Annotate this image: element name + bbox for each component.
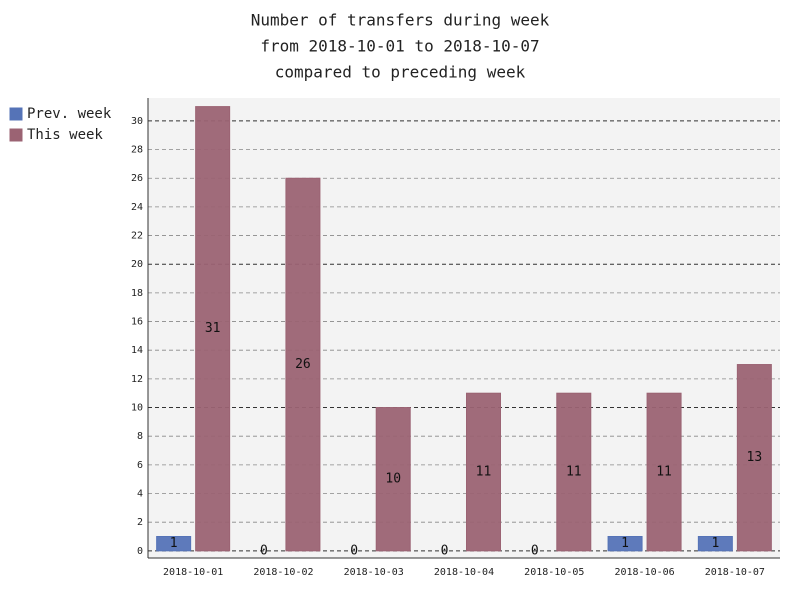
y-tick-label: 4 — [137, 489, 143, 500]
y-tick-label: 14 — [131, 345, 143, 356]
value-label: 10 — [385, 472, 401, 487]
y-tick-label: 18 — [131, 288, 143, 299]
x-tick-label: 2018-10-02 — [253, 567, 313, 578]
value-label: 11 — [656, 465, 672, 480]
value-label: 11 — [566, 465, 582, 480]
x-tick-label: 2018-10-07 — [705, 567, 765, 578]
bar — [556, 392, 592, 552]
bar — [375, 407, 411, 552]
y-tick-label: 0 — [137, 546, 143, 557]
value-label: 1 — [711, 536, 719, 551]
legend-swatch — [9, 128, 23, 142]
value-label: 1 — [621, 536, 629, 551]
bar — [466, 392, 501, 552]
y-tick-label: 28 — [131, 145, 143, 156]
value-label: 0 — [350, 543, 358, 558]
value-label: 0 — [531, 543, 539, 558]
value-label: 0 — [260, 543, 268, 558]
x-tick-label: 2018-10-05 — [524, 567, 584, 578]
y-tick-label: 26 — [131, 173, 143, 184]
bar — [156, 536, 192, 552]
x-tick-label: 2018-10-03 — [344, 567, 404, 578]
bar — [646, 392, 682, 552]
bar — [285, 177, 321, 552]
plot-background — [148, 98, 780, 558]
x-tick-label: 2018-10-06 — [614, 567, 674, 578]
y-tick-label: 30 — [131, 116, 143, 127]
x-tick-label: 2018-10-01 — [163, 567, 223, 578]
value-label: 31 — [205, 321, 221, 336]
y-tick-label: 16 — [131, 317, 143, 328]
x-tick-label: 2018-10-04 — [434, 567, 494, 578]
y-tick-label: 20 — [131, 259, 143, 270]
chart-title: Number of transfers during week — [251, 11, 550, 30]
legend-label: This week — [27, 127, 103, 143]
y-tick-label: 12 — [131, 374, 143, 385]
y-tick-label: 8 — [137, 431, 143, 442]
legend-label: Prev. week — [27, 106, 112, 122]
y-tick-label: 24 — [131, 202, 143, 213]
y-tick-label: 10 — [131, 403, 143, 414]
bar — [607, 536, 643, 552]
chart-title: compared to preceding week — [275, 63, 526, 82]
y-tick-label: 2 — [137, 517, 143, 528]
value-label: 26 — [295, 357, 311, 372]
bar — [195, 106, 231, 552]
legend-swatch — [9, 107, 23, 121]
chart-title: from 2018-10-01 to 2018-10-07 — [260, 37, 539, 56]
value-label: 1 — [170, 536, 178, 551]
y-tick-label: 6 — [137, 460, 143, 471]
value-label: 11 — [476, 465, 492, 480]
value-label: 13 — [747, 450, 763, 465]
bar — [697, 536, 733, 552]
y-tick-label: 22 — [131, 231, 143, 242]
value-label: 0 — [441, 543, 449, 558]
bar — [736, 364, 772, 552]
